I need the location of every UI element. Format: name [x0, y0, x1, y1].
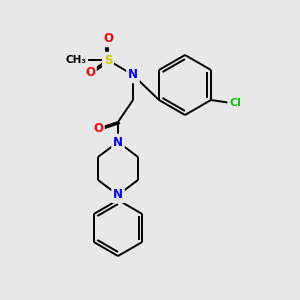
- Text: S: S: [104, 53, 112, 67]
- Text: O: O: [93, 122, 103, 134]
- Text: O: O: [103, 32, 113, 46]
- Text: Cl: Cl: [229, 98, 241, 108]
- Text: N: N: [128, 68, 138, 82]
- Text: N: N: [113, 188, 123, 202]
- Text: CH₃: CH₃: [65, 55, 86, 65]
- Text: N: N: [113, 136, 123, 148]
- Text: O: O: [85, 65, 95, 79]
